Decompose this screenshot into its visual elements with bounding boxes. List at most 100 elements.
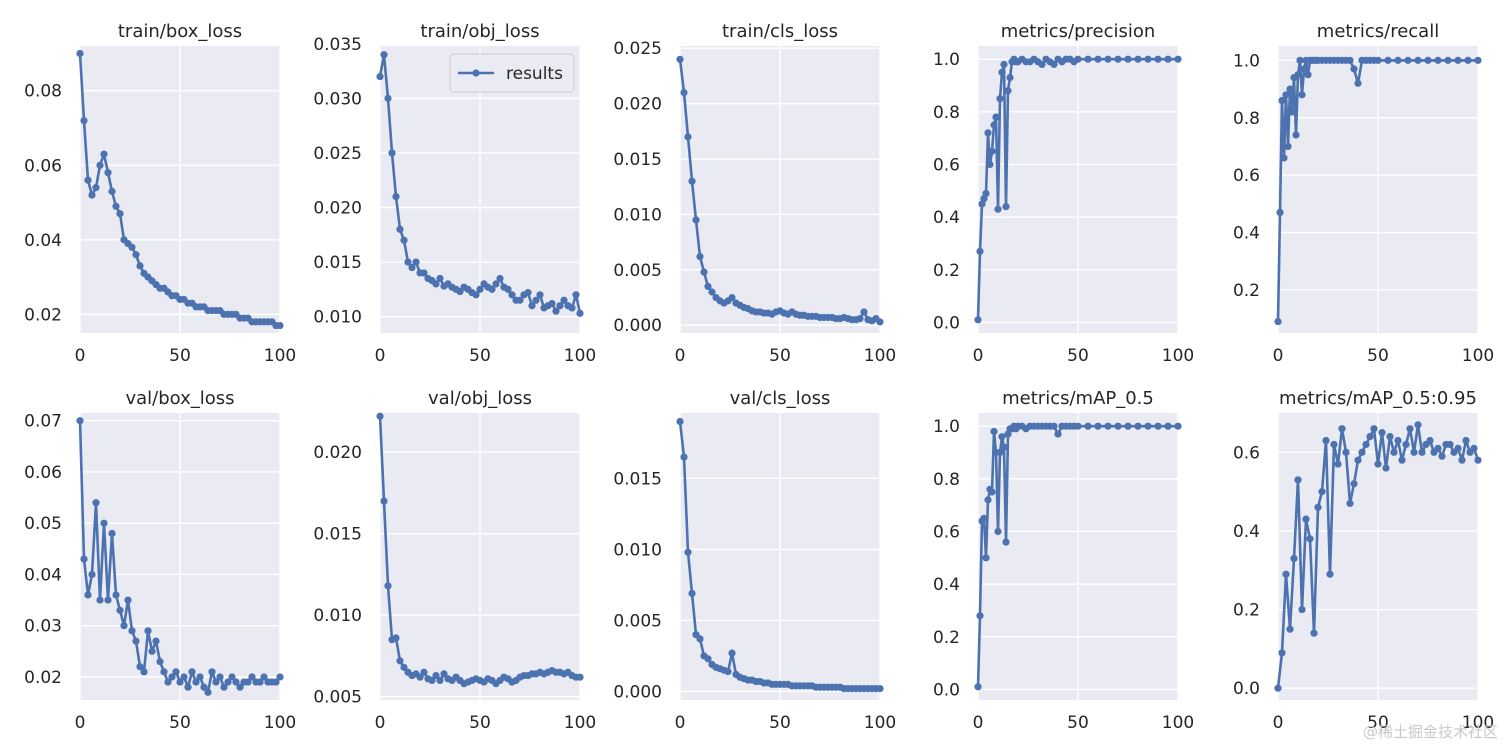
y-tick-label: 0.020 [313,199,362,219]
data-point [1104,422,1112,430]
data-point [400,663,408,671]
data-point [568,304,576,312]
data-point [408,263,416,272]
data-point [986,160,994,169]
data-point [1414,56,1422,64]
data-point [1406,425,1414,433]
data-point [228,673,236,681]
y-tick-label: 0.05 [24,514,62,534]
data-point [724,667,732,676]
data-point [108,529,116,538]
y-tick-label: 0.005 [313,688,362,708]
data-point [116,210,124,218]
y-tick-label: 0.010 [313,606,362,626]
chart-panel: 0 50 100 0.0 0.2 0.4 0.6 0.8 1.0 metrics/precisio… [933,21,1194,366]
y-tick-label: 0.6 [933,522,960,542]
data-point [108,187,116,195]
x-tick-label: 0 [375,713,386,733]
data-point [1164,422,1172,430]
data-point [576,673,584,681]
data-point [856,314,864,323]
data-point [1104,55,1112,63]
data-point [492,280,500,288]
data-point [1374,56,1382,64]
data-point [1346,499,1354,508]
chart-panel: 0 50 100 0.02 0.03 0.04 0.05 0.06 0.07 val/box_lo… [24,388,296,733]
data-point [1410,448,1418,456]
data-point [96,161,104,169]
data-point [1298,91,1306,99]
y-tick-label: 0.0 [933,313,960,333]
chart-title: val/cls_loss [730,388,831,409]
x-tick-label: 0 [75,346,86,366]
data-point [1006,73,1014,82]
y-tick-label: 0.015 [613,150,662,170]
y-tick-label: 0.0 [933,680,960,700]
data-point [1474,56,1482,64]
x-tick-label: 100 [1162,346,1194,366]
x-tick-label: 0 [973,346,984,366]
data-point [236,683,244,691]
data-point [432,671,440,680]
data-point [974,683,982,691]
data-point [392,192,400,201]
data-point [1274,684,1282,692]
x-tick-label: 50 [769,713,791,733]
data-point [1084,422,1092,430]
data-point [994,527,1002,536]
data-point [152,637,160,645]
chart-title: train/cls_loss [722,21,838,42]
data-point [272,678,280,686]
data-point [76,417,84,425]
y-tick-label: 0.2 [933,628,960,648]
data-point [1354,79,1362,87]
data-point [976,612,984,620]
watermark: @稀土掘金技术社区 [1362,723,1498,741]
data-point [700,268,708,276]
data-point [1278,96,1286,105]
data-point [1154,55,1162,63]
data-point [676,417,684,426]
data-point [982,554,990,562]
data-point [576,309,584,317]
data-point [156,657,164,666]
data-point [1298,605,1306,614]
data-point [212,678,220,686]
data-point [216,673,224,681]
data-point [92,499,100,507]
data-point [704,655,712,663]
data-point [708,288,716,296]
data-point [1366,432,1374,441]
y-tick-label: 0.005 [613,611,662,631]
data-point [988,488,996,496]
data-point [1474,456,1482,464]
x-tick-label: 0 [1273,713,1284,733]
data-point [1462,436,1470,445]
y-tick-label: 0.02 [24,305,62,325]
data-point [980,514,988,522]
data-point [188,668,196,676]
x-tick-label: 100 [864,346,896,366]
data-point [1390,448,1398,456]
data-point [1370,425,1378,433]
data-point [1292,131,1300,139]
data-point [388,149,396,157]
data-point [1000,60,1008,69]
data-point [256,678,264,686]
data-point [1124,422,1132,430]
data-point [984,496,992,504]
x-tick-label: 0 [675,346,686,366]
chart-title: train/box_loss [118,21,242,42]
data-point [1318,488,1326,496]
data-point [1458,456,1466,464]
data-point [1446,440,1454,449]
data-point [1288,108,1296,116]
data-point [164,678,172,686]
data-point [1154,422,1162,430]
data-point [380,51,388,59]
y-tick-label: 0.030 [313,89,362,109]
data-point [1362,440,1370,449]
chart-panel: 0 50 100 0.02 0.04 0.06 0.08 train/box_loss [24,21,296,366]
x-tick-label: 100 [564,346,596,366]
data-point [404,258,412,266]
